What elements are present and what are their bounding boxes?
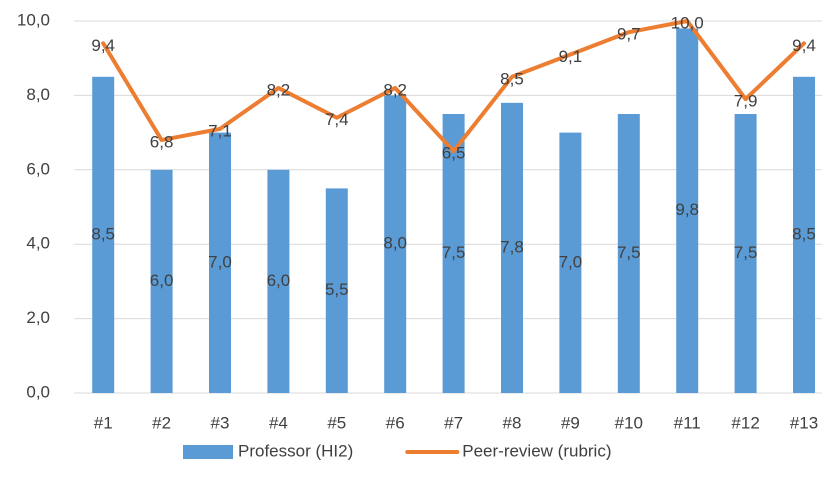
x-tick-label: #3 (211, 413, 230, 432)
bar (676, 28, 699, 393)
x-tick-label: #6 (386, 413, 405, 432)
bar (384, 95, 407, 394)
bar (150, 169, 173, 393)
line-value-label: 8,2 (267, 80, 291, 99)
y-tick-label: 6,0 (26, 159, 50, 178)
x-tick-label: #2 (152, 413, 171, 432)
bar-value-label: 8,0 (383, 234, 407, 253)
line-value-label: 9,1 (559, 47, 583, 66)
line-value-label: 9,4 (792, 36, 816, 55)
x-tick-label: #8 (503, 413, 522, 432)
legend-label: Peer-review (rubric) (462, 441, 611, 460)
bar (501, 102, 523, 393)
line-value-label: 7,9 (734, 92, 758, 111)
bar-value-label: 6,0 (150, 271, 174, 290)
y-tick-label: 10,0 (17, 10, 50, 29)
x-tick-label: #4 (269, 413, 288, 432)
bar (209, 132, 231, 393)
x-tick-label: #9 (561, 413, 580, 432)
x-tick-label: #1 (94, 413, 113, 432)
line-value-label: 7,1 (208, 121, 232, 140)
line-value-label: 7,4 (325, 110, 349, 129)
x-tick-label: #10 (615, 413, 643, 432)
line-value-label: 10,0 (671, 13, 704, 32)
bar-value-label: 8,5 (792, 224, 816, 243)
y-tick-label: 8,0 (26, 85, 50, 104)
x-tick-label: #12 (731, 413, 759, 432)
legend-label: Professor (HI2) (238, 441, 353, 460)
line-value-label: 9,7 (617, 25, 641, 44)
bar-value-label: 7,5 (617, 243, 641, 262)
legend-swatch (183, 445, 233, 459)
bar-value-label: 6,0 (267, 271, 291, 290)
y-tick-label: 4,0 (26, 234, 50, 253)
line (101, 19, 806, 154)
bar (92, 76, 115, 394)
x-tick-label: #7 (444, 413, 463, 432)
line-value-label: 9,4 (91, 36, 115, 55)
line-value-label: 8,5 (500, 69, 524, 88)
bar-value-label: 7,8 (500, 237, 524, 256)
bar-value-label: 7,5 (734, 243, 758, 262)
bar (442, 114, 465, 393)
bar (793, 76, 815, 394)
line-value-label: 8,2 (383, 80, 407, 99)
x-tick-label: #13 (790, 413, 818, 432)
bar (734, 114, 757, 393)
bar (325, 188, 348, 393)
bar-value-label: 7,0 (559, 252, 583, 271)
bar-value-label: 9,8 (675, 200, 699, 219)
bar-value-label: 8,5 (91, 224, 115, 243)
line-value-label: 6,8 (150, 133, 174, 152)
bar-value-label: 7,5 (442, 243, 466, 262)
bar-value-label: 7,0 (208, 252, 232, 271)
x-tick-label: #5 (327, 413, 346, 432)
x-tick-label: #11 (674, 413, 701, 432)
bar-value-label: 5,5 (325, 280, 349, 299)
bar (559, 132, 582, 393)
y-tick-label: 0,0 (26, 382, 50, 401)
y-tick-label: 2,0 (26, 308, 50, 327)
line-value-label: 6,5 (442, 144, 466, 163)
bar (267, 169, 290, 393)
bar (617, 114, 640, 393)
